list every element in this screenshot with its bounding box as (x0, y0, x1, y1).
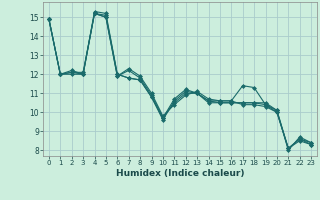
X-axis label: Humidex (Indice chaleur): Humidex (Indice chaleur) (116, 169, 244, 178)
